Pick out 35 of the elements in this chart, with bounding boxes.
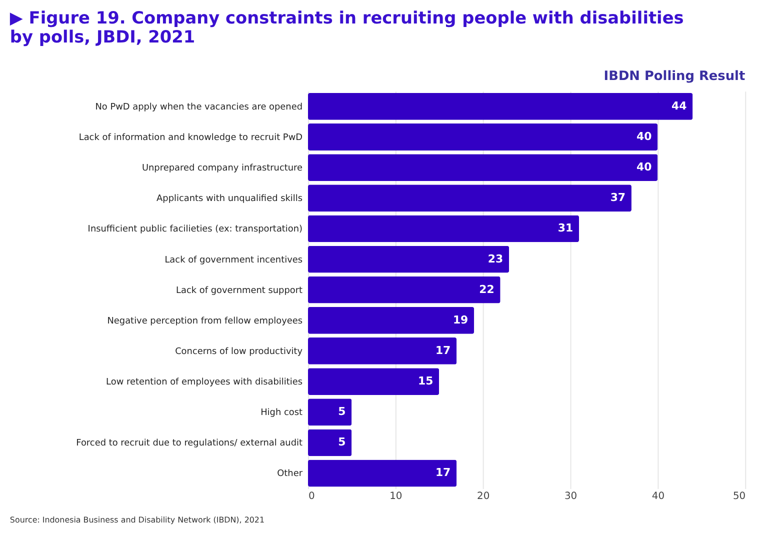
data-label: 37 [610,191,626,204]
data-label: 17 [435,344,451,357]
y-tick-label: Lack of government incentives [164,255,303,266]
data-label: 40 [636,160,652,174]
data-label: 19 [452,313,468,326]
data-label: 31 [558,222,574,235]
y-tick-label: Forced to recruit due to regulations/ external audit [76,438,304,449]
data-label: 5 [338,436,346,449]
y-tick-label: Low retention of employees with disabilities [106,378,303,388]
data-label: 22 [479,282,494,296]
y-tick-label: Lack of government support [176,286,304,296]
x-tick-label: 10 [390,490,402,502]
x-tick-label: 20 [477,490,490,502]
y-tick-label: Applicants with unqualified skills [156,194,303,204]
x-tick-label: 40 [652,490,665,502]
y-tick-label: Other [277,469,303,480]
data-label: 44 [672,99,688,112]
data-label: 15 [418,374,434,388]
source-note: Source: Indonesia Business and Disability Network (IBDN), 2021 [10,515,265,524]
y-tick-label: Lack of information and knowledge to recruit PwD [78,132,303,143]
chart-title: ▶ Figure 19. Company constraints in recruiting people with disabilities by polls, JBDI, 2021 [10,8,684,46]
data-label: 5 [338,405,346,418]
x-tick-label: 30 [564,490,578,502]
y-tick-label: Unprepared company infrastructure [142,164,304,174]
data-label: 17 [435,466,451,480]
y-tick-label: Negative perception from fellow employees [107,316,303,326]
y-tick-label: Insufficient public facilieties (ex: transportation) [88,224,303,235]
x-tick-label: 50 [732,490,746,502]
y-tick-label: Concerns of low productivity [175,346,304,357]
data-label: 23 [488,252,504,266]
data-label: 40 [636,130,652,143]
y-tick-label: No PwD apply when the vacancies are opened [95,102,303,112]
chart-subtitle: IBDN Polling Result [604,69,746,84]
y-tick-label: High cost [260,408,304,418]
x-tick-label: 0 [308,490,315,502]
